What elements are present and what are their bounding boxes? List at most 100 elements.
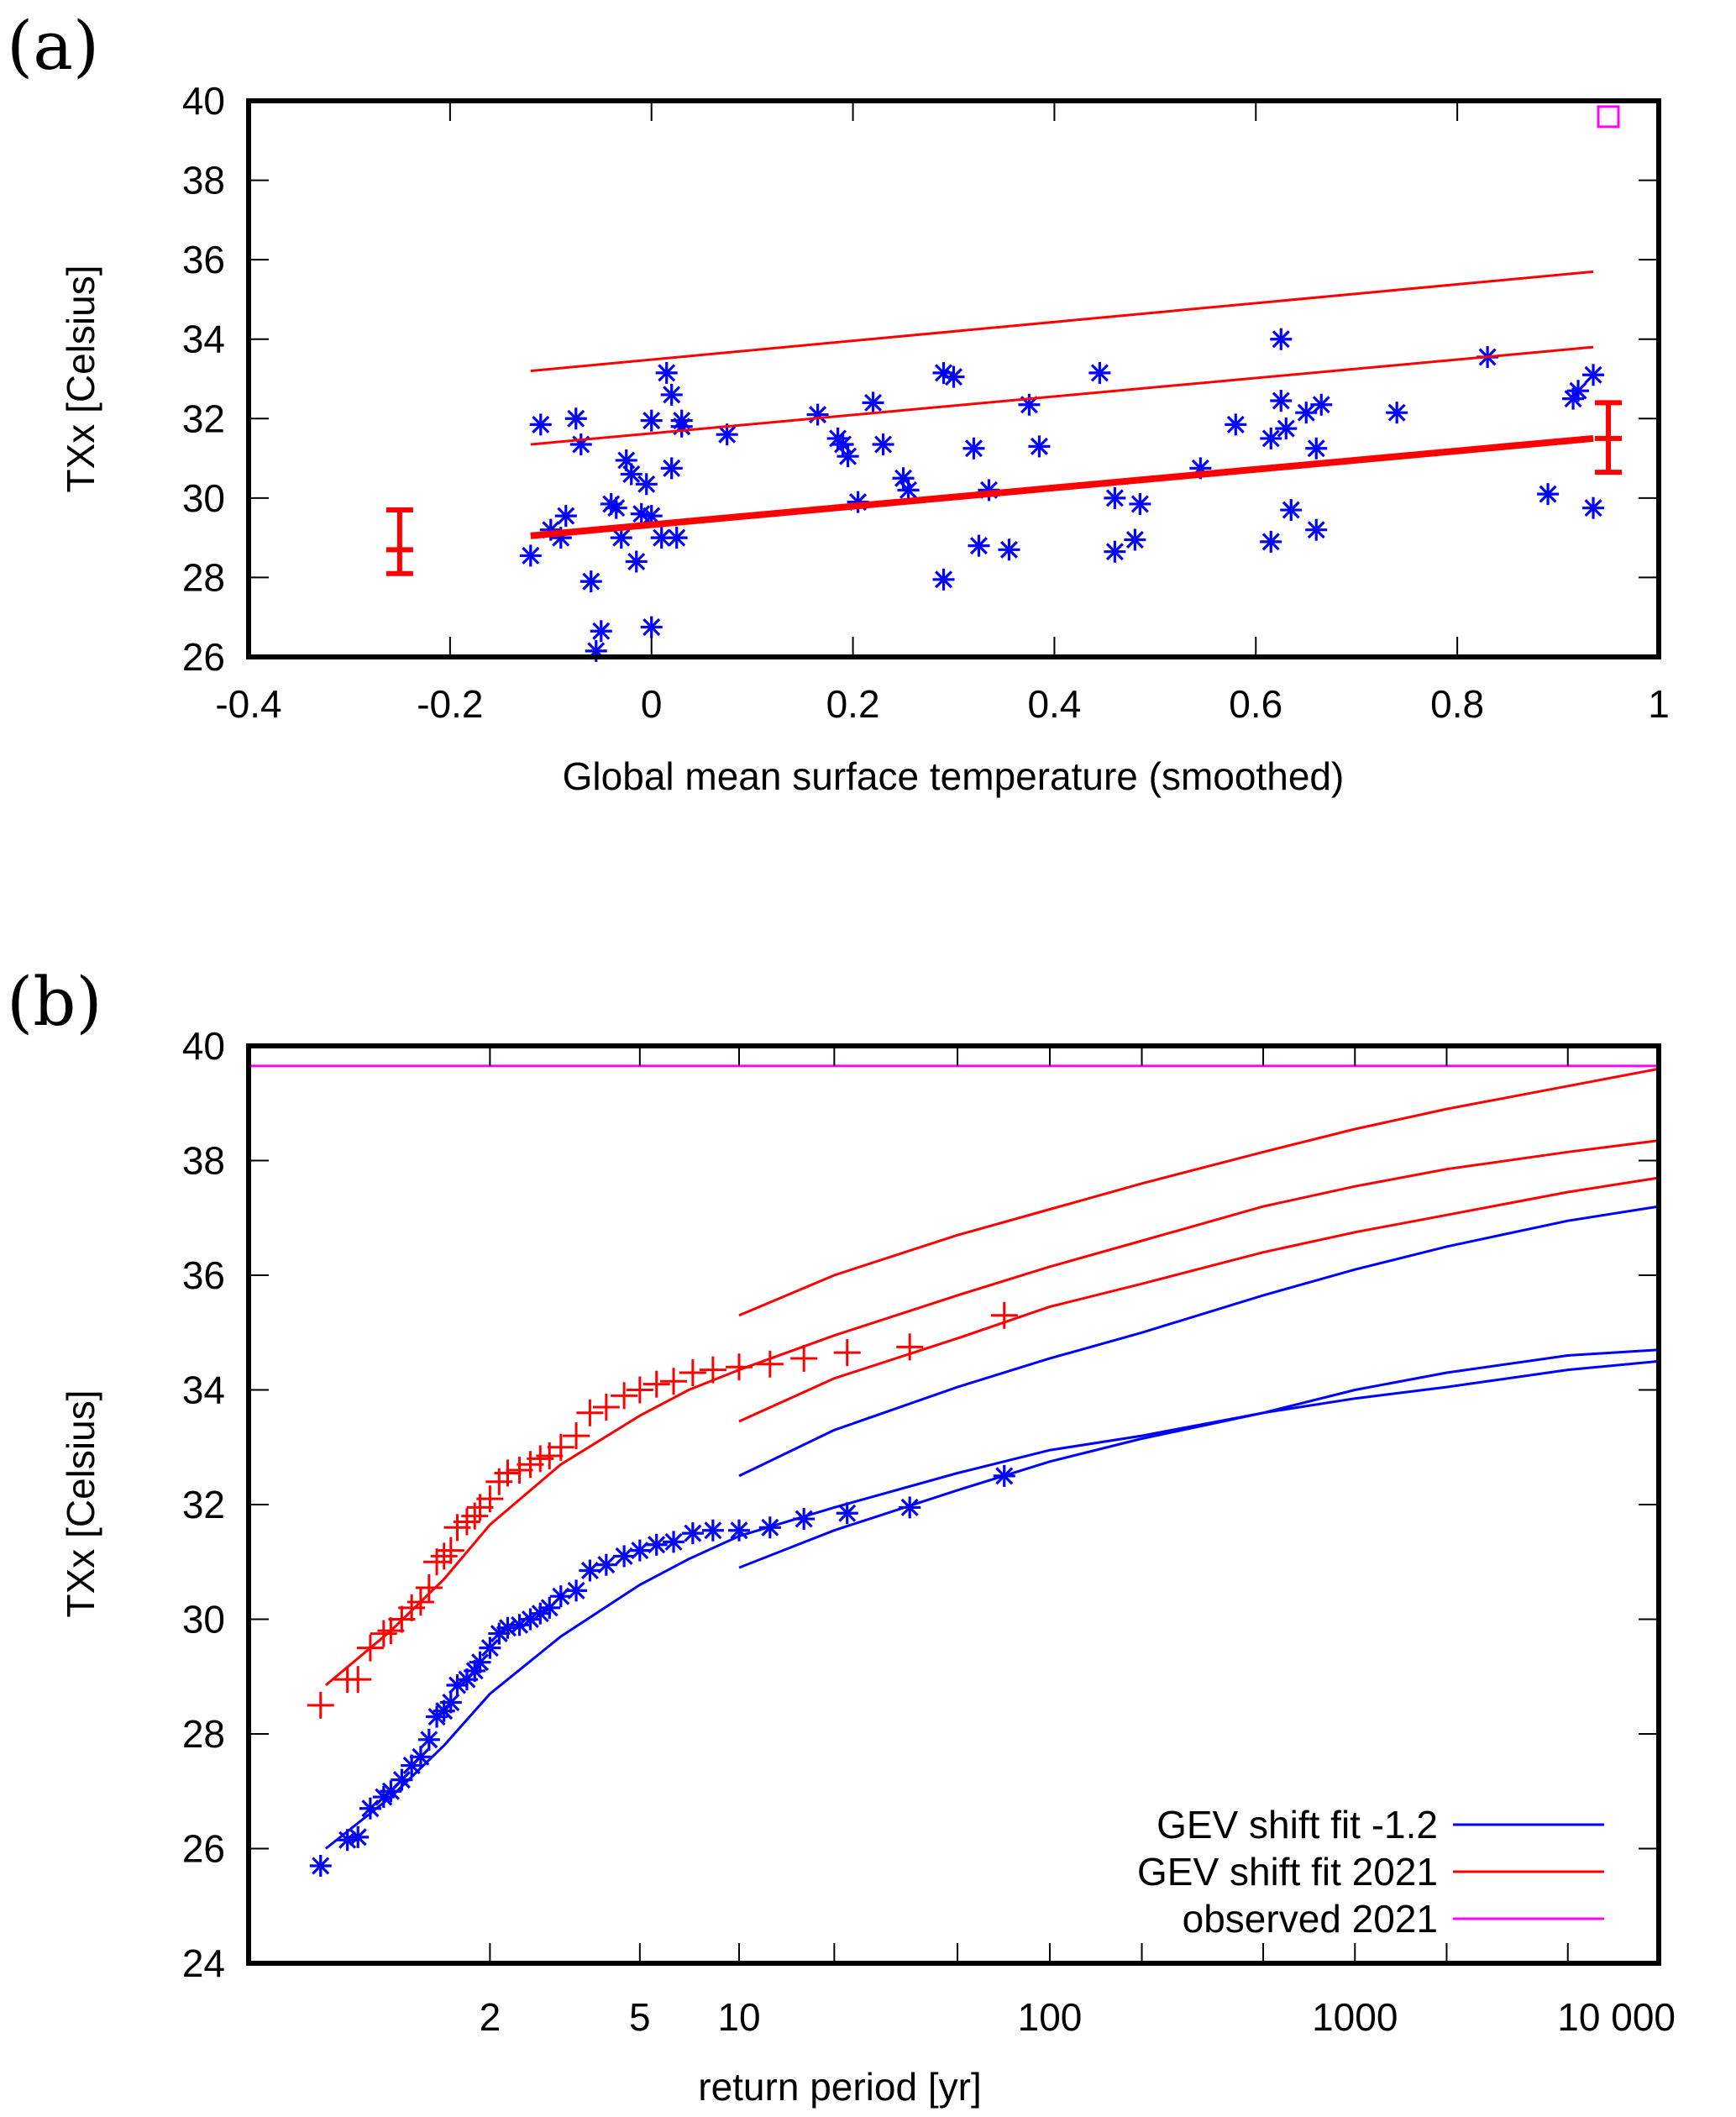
data-point-stroke: [617, 451, 636, 470]
data-point: [479, 1636, 501, 1659]
data-point: [307, 1691, 334, 1719]
data-point: [391, 1768, 413, 1791]
data-point: [993, 1464, 1015, 1487]
data-point: [635, 473, 658, 496]
data-point-stroke: [567, 1581, 585, 1600]
data-point: [309, 1854, 332, 1877]
data-point: [437, 1537, 464, 1564]
data-point-stroke: [392, 1771, 411, 1789]
data-point-stroke: [1090, 364, 1109, 382]
data-point: [962, 437, 985, 460]
data-point: [1270, 390, 1293, 412]
data-point-stroke: [684, 1524, 702, 1542]
data-point-stroke: [1312, 396, 1330, 414]
y-tick-label: 28: [182, 555, 225, 599]
data-point: [494, 1459, 522, 1487]
data-point-stroke: [1282, 501, 1300, 519]
data-point: [1260, 427, 1282, 449]
data-point-stroke: [582, 572, 601, 591]
y-tick-label: 36: [182, 238, 225, 281]
data-point-stroke: [1272, 330, 1290, 349]
data-point-stroke: [730, 1521, 748, 1540]
data-point: [625, 550, 648, 573]
data-point: [660, 1368, 688, 1395]
data-point: [872, 433, 894, 456]
gev-confidence-curve: [738, 1348, 1660, 1569]
data-point-stroke: [935, 570, 952, 589]
data-point: [968, 534, 990, 557]
data-point-stroke: [1261, 429, 1280, 448]
x-tick-label: 0: [641, 682, 663, 726]
data-point-stroke: [580, 1561, 599, 1579]
data-point-stroke: [1584, 499, 1602, 517]
data-point: [439, 1691, 462, 1714]
fit-line-location: [530, 434, 1594, 539]
data-point: [663, 1531, 685, 1553]
data-point: [423, 1548, 451, 1576]
data-point: [356, 1634, 384, 1662]
data-point-stroke: [1272, 391, 1290, 410]
data-point: [565, 1579, 588, 1602]
data-point: [793, 1508, 816, 1531]
data-point: [569, 433, 592, 456]
data-point: [529, 413, 552, 436]
data-point: [344, 1666, 372, 1694]
data-point: [563, 1422, 590, 1450]
panel-b-ticks: 2 5 10 100 1000 10 000 24 26 28 30 32 34 36 38 40: [182, 1024, 1676, 2039]
y-tick-label: 38: [182, 1139, 225, 1183]
data-point-stroke: [1125, 531, 1144, 549]
data-point: [1260, 530, 1282, 553]
data-point: [665, 527, 688, 549]
y-tick-label: 26: [182, 1827, 225, 1871]
data-point-stroke: [338, 1831, 357, 1849]
data-point: [645, 1533, 668, 1556]
data-point: [409, 1746, 432, 1768]
data-point: [554, 505, 577, 528]
data-point: [595, 1553, 617, 1576]
data-point: [430, 1542, 458, 1570]
y-tick-label: 30: [182, 476, 225, 520]
x-tick-label: 10: [717, 1995, 760, 2039]
data-point: [613, 1545, 636, 1568]
data-point: [1567, 380, 1590, 402]
y-tick-label: 32: [182, 397, 225, 440]
data-point-stroke: [761, 1518, 779, 1537]
y-tick-label: 30: [182, 1598, 225, 1642]
x-tick-label: 1000: [1312, 1995, 1398, 2039]
data-point-stroke: [663, 386, 681, 404]
data-point-stroke: [1307, 439, 1325, 458]
y-tick-label: 40: [182, 79, 225, 123]
data-point-stroke: [1130, 495, 1149, 513]
data-point: [377, 1617, 405, 1645]
data-point: [701, 1519, 724, 1542]
data-point-stroke: [795, 1510, 813, 1528]
data-point-stroke: [627, 553, 646, 571]
panel-b-xlabel: return period [yr]: [698, 2065, 981, 2109]
panel-b-legend: GEV shift fit -1.2 GEV shift fit 2021 ob…: [1137, 1803, 1604, 1941]
data-point-stroke: [567, 409, 585, 428]
data-point: [655, 361, 678, 384]
gev-fit-curve: [324, 1359, 1660, 1850]
data-point: [476, 1485, 504, 1513]
data-point-stroke: [1307, 521, 1325, 539]
data-point-stroke: [612, 528, 631, 547]
data-point: [580, 570, 602, 593]
data-point-stroke: [532, 415, 550, 433]
data-point: [932, 568, 955, 591]
data-point: [564, 407, 587, 430]
y-tick-label: 38: [182, 159, 225, 202]
data-point: [579, 1559, 601, 1582]
x-tick-label: 0.6: [1229, 682, 1282, 726]
gev-confidence-curve: [738, 1067, 1660, 1317]
data-point-stroke: [349, 1828, 367, 1846]
data-point: [1275, 418, 1298, 440]
data-point: [519, 544, 542, 567]
observed-2021-point: [1597, 105, 1620, 129]
data-point: [626, 1376, 653, 1404]
y-tick-label: 40: [182, 1024, 225, 1068]
data-point: [1104, 540, 1126, 563]
data-point: [679, 1359, 706, 1387]
data-point-stroke: [1277, 419, 1295, 438]
data-point: [642, 1370, 670, 1398]
error-bar: [1595, 400, 1623, 475]
